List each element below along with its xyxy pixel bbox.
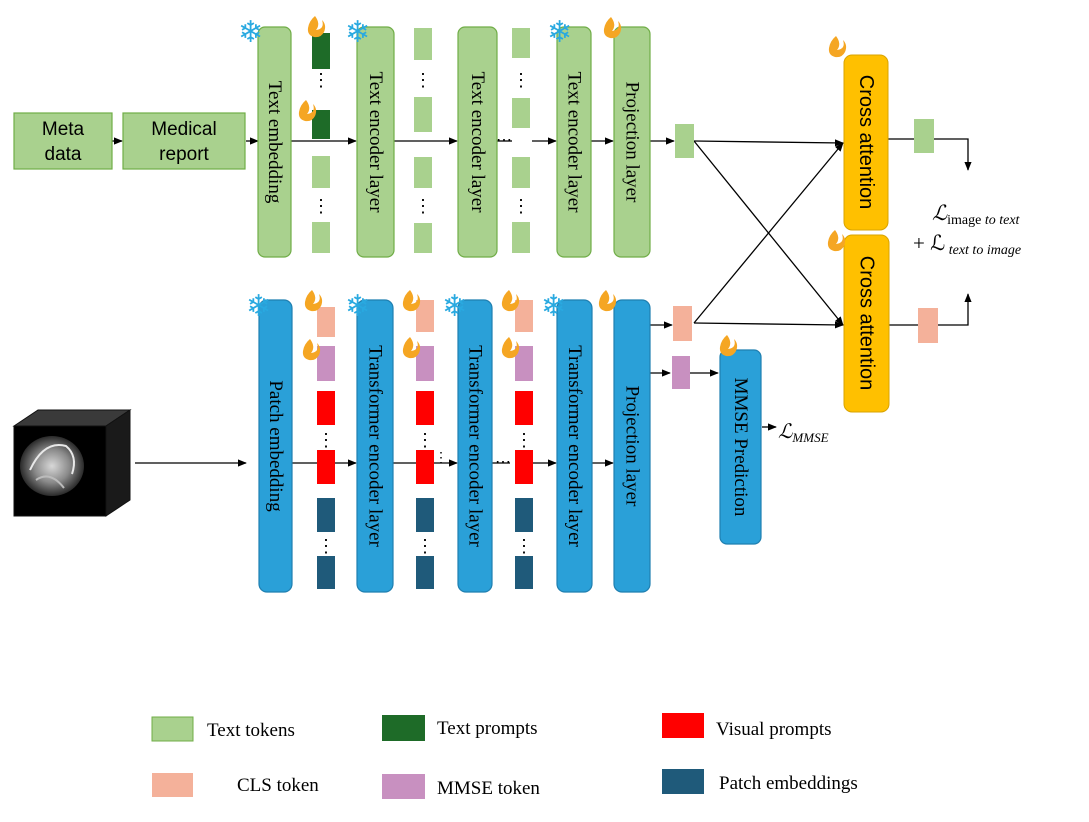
svg-text:⋮: ⋮: [515, 430, 533, 450]
svg-text:⋮: ⋮: [512, 196, 530, 216]
medical-report-label-line2: report: [159, 144, 209, 165]
image-projection-layer: Projection layer: [613, 299, 651, 593]
svg-text:⋮: ⋮: [512, 70, 530, 90]
text-encoder-layer-3-label: Text encoder layer: [564, 71, 585, 213]
transformer-encoder-layer-3: Transformer encoder layer: [556, 299, 593, 593]
svg-text:⋮: ⋮: [414, 196, 432, 216]
text-cross-attention-output-token: [914, 119, 934, 153]
mmse-output-token: [672, 356, 690, 389]
svg-text:⋮: ⋮: [416, 536, 434, 556]
svg-text:⋮: ⋮: [414, 70, 432, 90]
svg-text:❄: ❄: [345, 289, 370, 324]
image-projection-label: Projection layer: [622, 386, 643, 507]
ellipsis-image-branch: ⋯: [495, 454, 511, 471]
legend-cls-token-label: CLS token: [237, 775, 319, 796]
mmse-prediction-label: MMSE Prediction: [730, 378, 751, 517]
medical-report-box: Medical report: [122, 112, 246, 170]
legend-text-tokens-label: Text tokens: [207, 720, 295, 741]
transformer-encoder-layer-1: Transformer encoder layer: [356, 299, 394, 593]
legend-mmse-token-label: MMSE token: [437, 778, 540, 799]
patch-embedding-label: Patch embedding: [265, 380, 286, 512]
svg-text:⋮: ⋮: [434, 451, 448, 466]
svg-text:⋮: ⋮: [312, 70, 330, 90]
svg-text:❄: ❄: [345, 15, 370, 50]
text-projection-layer: Projection layer: [613, 26, 651, 258]
mmse-loss-label: ℒMMSE: [778, 421, 829, 445]
transformer-encoder-layer-2-label: Transformer encoder layer: [465, 345, 486, 548]
text-embedding-label: Text embedding: [264, 81, 285, 204]
text-encoder-layer-3: Text encoder layer: [556, 26, 592, 258]
image-token-column-3: ⋮ ⋮: [515, 300, 533, 589]
contrastive-loss-line2: + ℒ text to image: [913, 231, 1021, 258]
svg-text:❄: ❄: [442, 289, 467, 324]
legend-item-patch-embeddings: Patch embeddings: [662, 769, 858, 794]
text-projection-output-token: [675, 124, 694, 158]
legend-text-prompts-label: Text prompts: [437, 718, 538, 739]
legend-item-text-tokens: Text tokens: [151, 716, 295, 742]
text-encoder-layer-2: Text encoder layer: [457, 26, 498, 258]
text-token-column-3: ⋮ ⋮: [512, 28, 530, 253]
legend-visual-prompts-label: Visual prompts: [716, 719, 832, 740]
image-token-column-2: ⋮ ⋮: [416, 300, 434, 589]
cross-attention-top-label: Cross attention: [855, 75, 877, 210]
svg-text:⋮: ⋮: [416, 430, 434, 450]
transformer-encoder-layer-3-label: Transformer encoder layer: [564, 345, 585, 548]
cross-attention-bottom: Cross attention: [843, 234, 890, 413]
legend-patch-embeddings-label: Patch embeddings: [719, 773, 858, 794]
text-token-column-2: ⋮ ⋮: [414, 28, 432, 253]
text-encoder-layer-2-label: Text encoder layer: [467, 71, 488, 213]
svg-text:❄: ❄: [238, 15, 263, 50]
svg-text:⋮: ⋮: [515, 536, 533, 556]
medical-report-label-line1: Medical: [151, 119, 216, 140]
ellipsis-text-branch: ⋯: [496, 132, 512, 149]
connector-lines: [112, 137, 972, 467]
cross-attention-top: Cross attention: [843, 54, 889, 231]
cls-output-token: [673, 306, 692, 341]
transformer-encoder-layer-1-label: Transformer encoder layer: [365, 345, 386, 548]
meta-data-label-line1: Meta: [42, 119, 85, 140]
legend: Text tokens Text prompts Visual prompts …: [151, 713, 858, 799]
legend-item-mmse-token: MMSE token: [382, 774, 540, 799]
patch-embedding-box: Patch embedding: [258, 299, 293, 593]
mmse-prediction-box: MMSE Prediction: [719, 349, 762, 545]
cross-attention-bottom-label: Cross attention: [856, 256, 878, 391]
svg-text:⋮: ⋮: [317, 430, 335, 450]
text-token-column-1: ⋮ ⋮: [312, 33, 330, 253]
text-embedding-box: Text embedding: [257, 26, 292, 258]
svg-text:❄: ❄: [541, 289, 566, 324]
svg-text:⋮: ⋮: [317, 536, 335, 556]
image-cross-attention-output-token: [918, 308, 938, 343]
image-token-column-1: ⋮ ⋮: [317, 307, 335, 589]
transformer-encoder-layer-2: Transformer encoder layer: [457, 299, 493, 593]
legend-item-cls-token: CLS token: [152, 773, 319, 797]
legend-item-visual-prompts: Visual prompts: [662, 713, 832, 740]
meta-data-box: Meta data: [13, 112, 113, 170]
mri-volume-image: [12, 409, 132, 517]
text-encoder-layer-1-label: Text encoder layer: [365, 71, 386, 213]
contrastive-loss-line1: ℒimage to text: [932, 201, 1021, 228]
svg-text:⋮: ⋮: [312, 196, 330, 216]
legend-item-text-prompts: Text prompts: [382, 715, 538, 741]
snowflake-icon: ❄ ❄ ❄ ❄ ❄ ❄ ❄: [238, 15, 572, 324]
svg-text:❄: ❄: [547, 15, 572, 50]
meta-data-label-line2: data: [45, 144, 82, 165]
svg-text:❄: ❄: [246, 289, 271, 324]
text-projection-label: Projection layer: [622, 82, 643, 203]
flame-icon: [298, 16, 847, 361]
text-encoder-layer-1: Text encoder layer: [356, 26, 395, 258]
